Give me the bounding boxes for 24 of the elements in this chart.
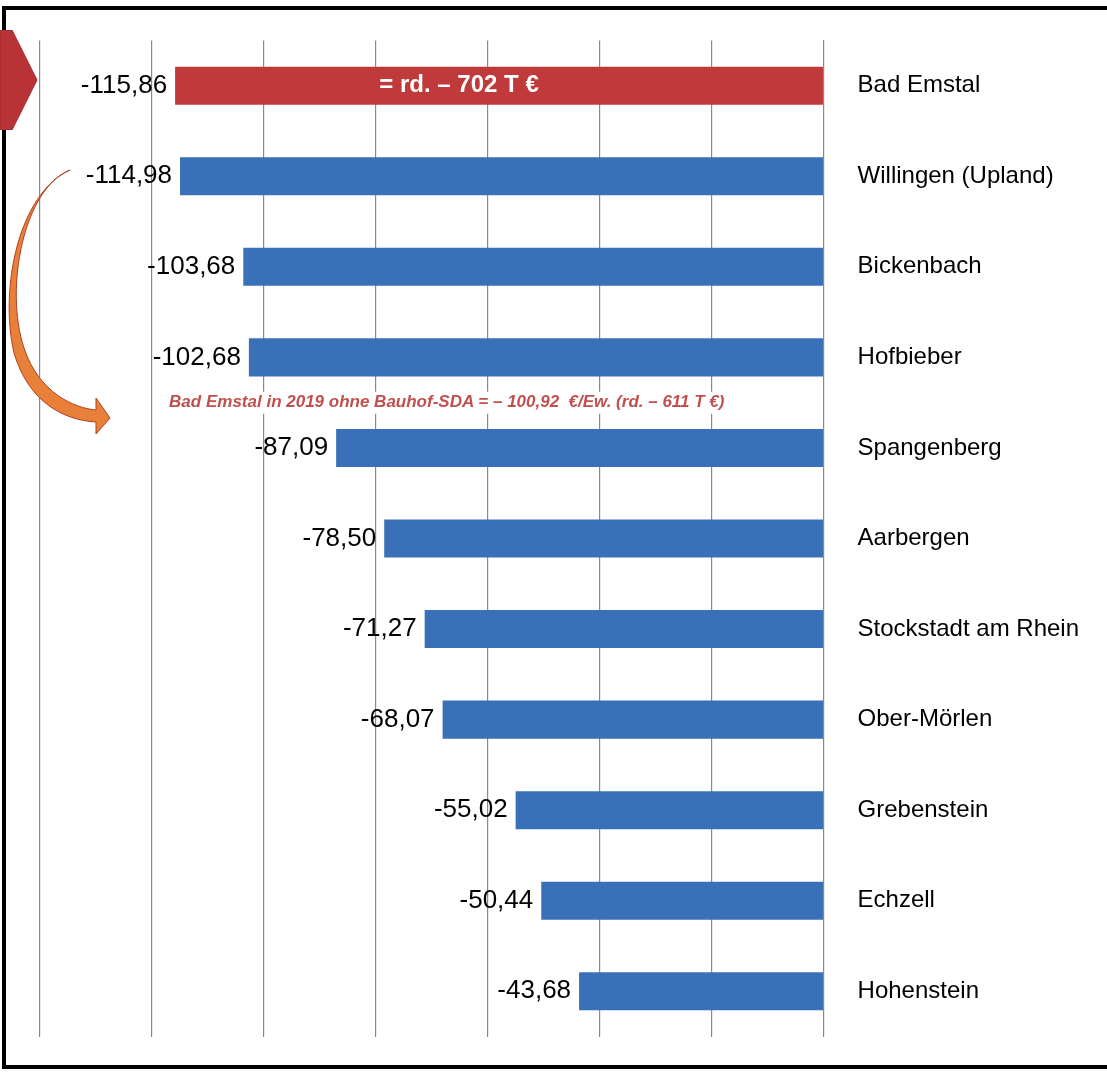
annotation: = rd. – 702 T € — [379, 70, 539, 98]
y-tick-label: Stockstadt am Rhein — [857, 613, 1079, 641]
data-label: -78,50 — [302, 521, 377, 552]
data-label: -68,07 — [360, 702, 435, 733]
y-tick-label: Bad Emstal — [857, 70, 981, 98]
data-label: -87,09 — [254, 431, 329, 462]
annotation: Bad Emstal in 2019 ohne Bauhof-SDA = – 100,92 €/Ew. (rd. – 611 T €) — [169, 392, 725, 412]
y-tick-label: Aarbergen — [857, 523, 970, 551]
data-label: -102,68 — [152, 340, 241, 371]
data-label: -103,68 — [147, 249, 236, 280]
data-label: -43,68 — [497, 974, 572, 1005]
y-tick-label: Bickenbach — [857, 251, 982, 279]
data-label: -71,27 — [342, 612, 417, 643]
y-tick-label: Willingen (Upland) — [857, 160, 1054, 188]
data-label: -50,44 — [459, 883, 534, 914]
y-tick-label: Hohenstein — [857, 975, 979, 1003]
y-tick-label: Echzell — [857, 885, 935, 913]
data-label: -115,86 — [80, 68, 168, 99]
data-label: -55,02 — [433, 793, 508, 824]
y-tick-label: Hofbieber — [857, 342, 962, 369]
y-tick-label: Ober-Mörlen — [857, 704, 993, 732]
data-label: -114,98 — [85, 159, 173, 190]
y-tick-label: Spangenberg — [857, 432, 1002, 460]
y-tick-label: Grebenstein — [857, 794, 989, 822]
